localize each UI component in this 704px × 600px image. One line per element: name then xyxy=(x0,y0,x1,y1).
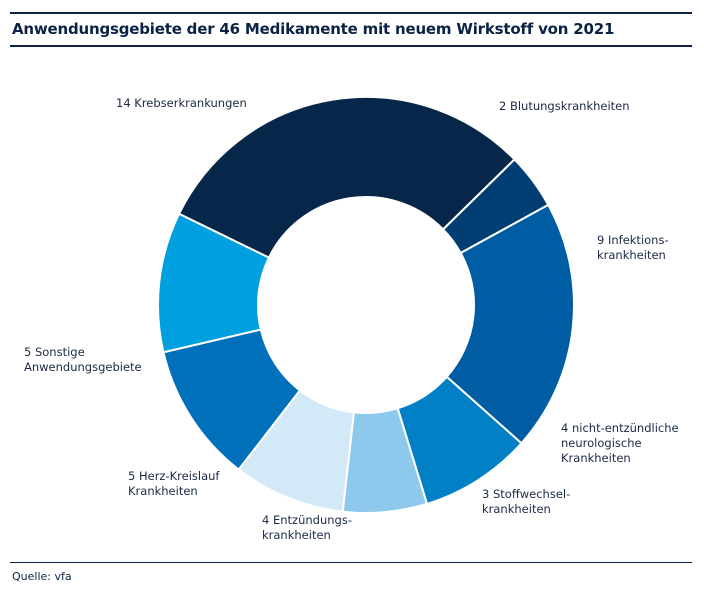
bottom-rule xyxy=(10,562,692,563)
slice-sonstige-anwendungsgebiete xyxy=(157,212,271,354)
title-rule xyxy=(10,45,692,47)
slice-label: 4 nicht-entzündliche neurologische Krankhe… xyxy=(561,421,679,465)
slice-infektionskrankheiten xyxy=(445,203,575,445)
slice-label: 5 Sonstige Anwendungsgebiete xyxy=(24,345,142,374)
slice-krebserkrankungen xyxy=(177,96,516,259)
slice-label: 5 Herz-Kreislauf Krankheiten xyxy=(128,469,220,498)
slice-label: 2 Blutungskrankheiten xyxy=(499,99,630,113)
top-rule xyxy=(10,12,692,14)
slice-label: 3 Stoffwechsel-krankheiten xyxy=(482,487,570,516)
slice-label: 9 Infektions-krankheiten xyxy=(597,233,669,262)
slice-label: 14 Krebserkrankungen xyxy=(116,96,247,110)
source-note: Quelle: vfa xyxy=(12,570,72,583)
slice-label: 4 Entzündungs-krankheiten xyxy=(262,513,352,542)
chart-title: Anwendungsgebiete der 46 Medikamente mit… xyxy=(12,20,615,38)
